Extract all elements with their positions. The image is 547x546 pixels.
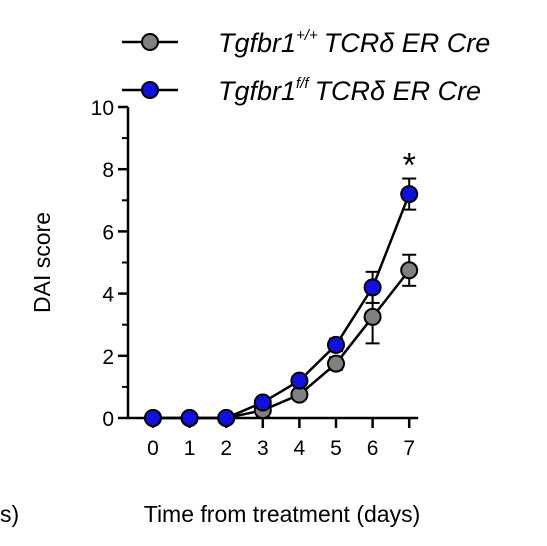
x-axis-label: Time from treatment (days)	[144, 501, 420, 527]
cropped-label-fragment: s)	[0, 501, 19, 527]
legend: Tgfbr1+/+ TCRδ ER Cre Tgfbr1f/f TCRδ ER Cre	[122, 27, 490, 106]
y-tick-label: 10	[91, 97, 114, 120]
x-tick-label: 0	[147, 437, 159, 460]
y-tick-label: 8	[102, 159, 114, 182]
x-tick-label: 1	[184, 437, 196, 460]
significance-annotation: *	[403, 147, 416, 185]
data-point	[144, 409, 162, 427]
data-point	[363, 307, 382, 326]
legend-item-2: Tgfbr1f/f TCRδ ER Cre	[122, 75, 481, 106]
y-tick-label: 2	[102, 346, 114, 369]
y-tick-label: 6	[102, 221, 114, 244]
legend-item-1: Tgfbr1+/+ TCRδ ER Cre	[122, 27, 490, 58]
series-2	[144, 177, 419, 427]
data-point	[327, 335, 345, 354]
x-tick-label: 4	[294, 437, 306, 460]
y-tick-label: 4	[102, 284, 114, 307]
x-tick-label: 2	[220, 437, 232, 460]
legend-marker	[141, 33, 159, 51]
legend-marker	[141, 81, 159, 99]
y-tick-label: 0	[102, 408, 114, 431]
legend-label: Tgfbr1f/f TCRδ ER Cre	[218, 75, 481, 106]
data-point	[327, 354, 345, 373]
x-tick-label: 7	[403, 437, 415, 460]
data-point	[290, 371, 309, 390]
data-point	[253, 393, 272, 412]
data-point	[217, 409, 236, 427]
series-group	[144, 177, 419, 427]
y-axis-label: DAI score	[29, 212, 55, 313]
data-point	[400, 185, 419, 204]
x-tick-label: 3	[257, 437, 269, 460]
x-tick-label: 5	[330, 437, 342, 460]
series-line	[153, 193, 411, 420]
legend-label: Tgfbr1+/+ TCRδ ER Cre	[218, 27, 490, 58]
data-point	[180, 409, 199, 427]
data-point	[400, 261, 419, 280]
data-point	[363, 278, 382, 297]
x-tick-label: 6	[367, 437, 379, 460]
